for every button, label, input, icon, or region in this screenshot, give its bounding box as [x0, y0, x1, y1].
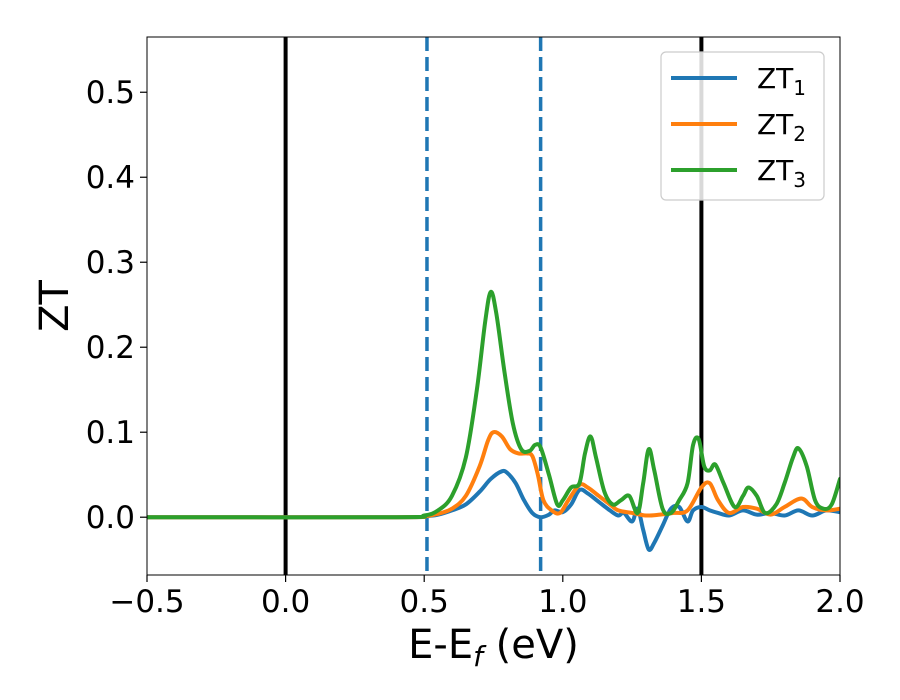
legend-label-main: ZT: [757, 108, 794, 141]
legend-label-subscript: 3: [793, 168, 806, 192]
y-axis-label: ZT: [32, 280, 78, 332]
legend-label-main: ZT: [757, 154, 794, 187]
legend-label-subscript: 2: [793, 122, 806, 146]
x-tick-label: 1.0: [538, 584, 587, 620]
y-axis: 0.0 0.1 0.2 0.3 0.4 0.5: [86, 75, 147, 536]
x-axis-label-unit: (eV): [483, 622, 579, 668]
x-tick-label: 2.0: [815, 584, 864, 620]
y-tick-label: 0.5: [86, 75, 135, 111]
x-tick-label: −0.5: [109, 584, 184, 620]
plot-frame: [146, 36, 841, 576]
x-tick-label: 0.5: [400, 584, 449, 620]
y-tick-label: 0.4: [86, 160, 135, 196]
legend-box: [660, 51, 825, 201]
x-axis-label: E-Ef (eV): [408, 622, 579, 673]
legend-label-subscript: 1: [793, 76, 806, 100]
series-lines: [147, 289, 840, 552]
legend-label-1: ZT1: [757, 62, 806, 100]
legend-label-2: ZT2: [757, 108, 806, 146]
y-tick-label: 0.0: [86, 500, 135, 536]
series-line-3: [147, 289, 840, 520]
x-axis: −0.5 0.0 0.5 1.0 1.5 2.0: [109, 575, 865, 620]
x-tick-label: 0.0: [261, 584, 310, 620]
series-line-2: [147, 430, 840, 520]
y-tick-label: 0.3: [86, 245, 135, 281]
x-axis-label-main: E-E: [408, 622, 473, 668]
y-tick-label: 0.2: [86, 330, 135, 366]
legend-label-3: ZT3: [757, 154, 806, 192]
axis-labels: E-Ef (eV) ZT: [32, 280, 579, 673]
y-tick-label: 0.1: [86, 415, 135, 451]
legend-label-main: ZT: [757, 62, 794, 95]
x-tick-label: 1.5: [677, 584, 726, 620]
